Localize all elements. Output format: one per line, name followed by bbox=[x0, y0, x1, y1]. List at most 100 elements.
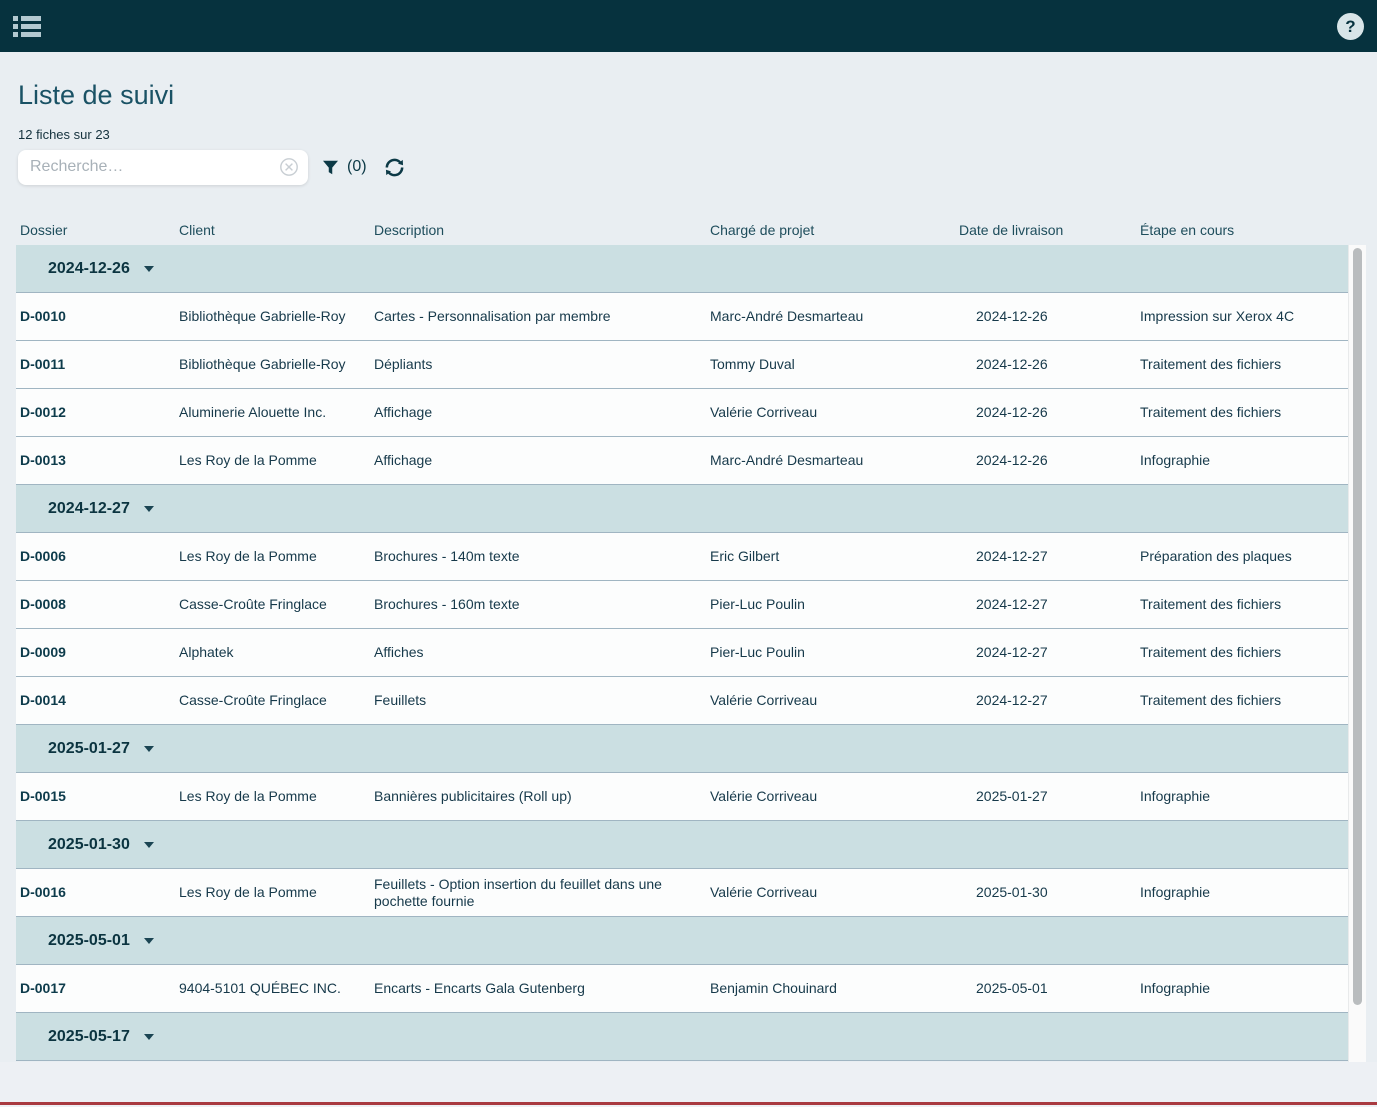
row-client: 9404-5101 QUÉBEC INC. bbox=[179, 980, 341, 996]
row-etape-en-cours: Traitement des fichiers bbox=[1140, 692, 1282, 708]
column-header-dossier: Dossier bbox=[20, 222, 68, 238]
group-date: 2024-12-27 bbox=[48, 499, 130, 517]
row-date-de-livraison: 2024-12-27 bbox=[976, 596, 1048, 612]
row-etape-en-cours: Préparation des plaques bbox=[1140, 548, 1292, 564]
row-etape-en-cours: Impression sur Xerox 4C bbox=[1140, 308, 1295, 324]
row-dossier[interactable]: D-0014 bbox=[20, 692, 66, 708]
row-dossier[interactable]: D-0012 bbox=[20, 404, 66, 420]
group-date: 2024-12-26 bbox=[48, 259, 130, 277]
record-count: 12 fiches sur 23 bbox=[18, 127, 110, 142]
row-date-de-livraison: 2024-12-27 bbox=[976, 692, 1048, 708]
group-header[interactable]: 2025-01-27 bbox=[16, 725, 1348, 773]
row-etape-en-cours: Infographie bbox=[1140, 980, 1211, 996]
column-header-client: Client bbox=[179, 222, 215, 238]
row-etape-en-cours: Infographie bbox=[1140, 884, 1211, 900]
row-description: Brochures - 160m texte bbox=[374, 596, 520, 612]
row-client: Les Roy de la Pomme bbox=[179, 788, 317, 804]
table-row[interactable]: D-0017 9404-5101 QUÉBEC INC. Encarts - Enc… bbox=[16, 965, 1348, 1013]
row-charge-de-projet: Eric Gilbert bbox=[710, 548, 780, 564]
row-etape-en-cours: Infographie bbox=[1140, 452, 1211, 468]
table-header: Dossier Client Description Chargé de projet… bbox=[16, 215, 1348, 245]
row-dossier[interactable]: D-0011 bbox=[20, 356, 66, 372]
table-row[interactable]: D-0012 Aluminerie Alouette Inc. Affichage V… bbox=[16, 389, 1348, 437]
table-row[interactable]: D-0016 Les Roy de la Pomme Feuillets - Opt… bbox=[16, 869, 1348, 917]
row-charge-de-projet: Valérie Corriveau bbox=[710, 692, 818, 708]
chevron-down-icon bbox=[143, 1033, 154, 1040]
row-date-de-livraison: 2024-12-26 bbox=[976, 452, 1048, 468]
row-description: Affichage bbox=[374, 404, 433, 420]
bottom-red-line bbox=[0, 1102, 1377, 1105]
row-date-de-livraison: 2024-12-27 bbox=[976, 644, 1048, 660]
chevron-down-icon bbox=[143, 505, 154, 512]
row-dossier[interactable]: D-0009 bbox=[20, 644, 66, 660]
group-header[interactable]: 2024-12-27 bbox=[16, 485, 1348, 533]
scrollbar-track[interactable] bbox=[1348, 245, 1366, 1062]
row-dossier[interactable]: D-0006 bbox=[20, 548, 66, 564]
row-charge-de-projet: Valérie Corriveau bbox=[710, 884, 818, 900]
row-date-de-livraison: 2024-12-26 bbox=[976, 404, 1048, 420]
row-charge-de-projet: Marc-André Desmarteau bbox=[710, 308, 864, 324]
table-row[interactable]: D-0006 Les Roy de la Pomme Brochures - 140… bbox=[16, 533, 1348, 581]
row-dossier[interactable]: D-0008 bbox=[20, 596, 66, 612]
row-date-de-livraison: 2024-12-26 bbox=[976, 356, 1048, 372]
row-description: Feuillets - Option insertion du feuillet… bbox=[374, 875, 662, 909]
row-charge-de-projet: Pier-Luc Poulin bbox=[710, 644, 805, 660]
row-description: Affichage bbox=[374, 452, 433, 468]
row-dossier[interactable]: D-0013 bbox=[20, 452, 66, 468]
menu-button[interactable] bbox=[13, 15, 41, 37]
group-header[interactable]: 2025-05-17 bbox=[16, 1013, 1348, 1061]
list-icon bbox=[13, 15, 41, 37]
row-dossier[interactable]: D-0010 bbox=[20, 308, 66, 324]
row-client: Les Roy de la Pomme bbox=[179, 548, 317, 564]
row-charge-de-projet: Valérie Corriveau bbox=[710, 404, 818, 420]
row-date-de-livraison: 2025-01-27 bbox=[976, 788, 1048, 804]
row-client: Aluminerie Alouette Inc. bbox=[179, 404, 327, 420]
row-description: Bannières publicitaires (Roll up) bbox=[374, 788, 572, 804]
refresh-button[interactable] bbox=[383, 156, 406, 179]
group-date: 2025-01-30 bbox=[48, 835, 130, 853]
table-row[interactable]: D-0010 Bibliothèque Gabrielle-Roy Cartes -… bbox=[16, 293, 1348, 341]
table-row[interactable]: D-0015 Les Roy de la Pomme Bannières publi… bbox=[16, 773, 1348, 821]
table-row[interactable]: D-0008 Casse-Croûte Fringlace Brochures - … bbox=[16, 581, 1348, 629]
row-client: Bibliothèque Gabrielle-Roy bbox=[179, 356, 346, 372]
row-etape-en-cours: Traitement des fichiers bbox=[1140, 404, 1282, 420]
row-description: Cartes - Personnalisation par membre bbox=[374, 308, 611, 324]
row-client: Alphatek bbox=[179, 644, 234, 660]
search-input[interactable] bbox=[30, 158, 279, 176]
group-header[interactable]: 2024-12-26 bbox=[16, 245, 1348, 293]
row-client: Casse-Croûte Fringlace bbox=[179, 596, 327, 612]
row-description: Affiches bbox=[374, 644, 424, 660]
table-row[interactable]: D-0009 Alphatek Affiches Pier-Luc Poulin 202… bbox=[16, 629, 1348, 677]
row-dossier[interactable]: D-0017 bbox=[20, 980, 66, 996]
toolbar: (0) bbox=[18, 149, 1377, 185]
chevron-down-icon bbox=[143, 841, 154, 848]
main-content: Liste de suivi 12 fiches sur 23 bbox=[0, 78, 1377, 1062]
row-client: Les Roy de la Pomme bbox=[179, 452, 317, 468]
clear-search-icon[interactable] bbox=[279, 157, 299, 177]
group-header[interactable]: 2025-01-30 bbox=[16, 821, 1348, 869]
row-etape-en-cours: Infographie bbox=[1140, 788, 1211, 804]
chevron-down-icon bbox=[143, 937, 154, 944]
filter-button[interactable]: (0) bbox=[321, 158, 367, 177]
scrollbar-thumb[interactable] bbox=[1353, 248, 1362, 1005]
row-description: Encarts - Encarts Gala Gutenberg bbox=[374, 980, 585, 996]
chevron-down-icon bbox=[143, 745, 154, 752]
row-etape-en-cours: Traitement des fichiers bbox=[1140, 644, 1282, 660]
row-date-de-livraison: 2025-01-30 bbox=[976, 884, 1048, 900]
column-header-etape-en-cours: Étape en cours bbox=[1140, 222, 1235, 238]
help-button[interactable]: ? bbox=[1337, 12, 1364, 40]
column-header-charge-de-projet: Chargé de projet bbox=[710, 222, 815, 238]
column-header-date-de-livraison: Date de livraison bbox=[959, 222, 1064, 238]
group-date: 2025-05-17 bbox=[48, 1027, 130, 1045]
group-header[interactable]: 2025-05-01 bbox=[16, 917, 1348, 965]
table-body: 2024-12-26 D-0010 Bibliothèque Gabrielle-R… bbox=[16, 245, 1348, 1061]
table-row[interactable]: D-0014 Casse-Croûte Fringlace Feuillets Val… bbox=[16, 677, 1348, 725]
row-dossier[interactable]: D-0016 bbox=[20, 884, 66, 900]
topbar: ? bbox=[0, 0, 1377, 52]
row-dossier[interactable]: D-0015 bbox=[20, 788, 66, 804]
row-date-de-livraison: 2024-12-27 bbox=[976, 548, 1048, 564]
table-row[interactable]: D-0013 Les Roy de la Pomme Affichage Marc-A… bbox=[16, 437, 1348, 485]
table-row[interactable]: D-0011 Bibliothèque Gabrielle-Roy Dépliant… bbox=[16, 341, 1348, 389]
row-charge-de-projet: Marc-André Desmarteau bbox=[710, 452, 864, 468]
